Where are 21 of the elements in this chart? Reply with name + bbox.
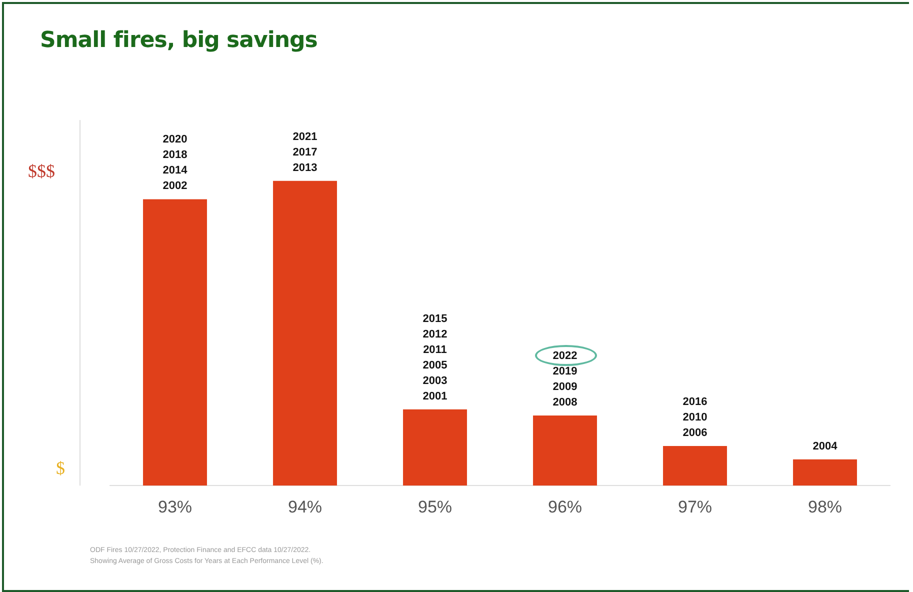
x-tick-label: 96%	[548, 497, 582, 516]
annotation: 2020 2018 2014 2002	[162, 134, 188, 192]
bar	[273, 180, 337, 486]
x-tick-label: 95%	[418, 497, 452, 516]
text: $	[56, 458, 65, 479]
bar	[663, 446, 727, 486]
bar	[793, 459, 857, 486]
annotation: 2015 2012 2011 2005 2003 2001	[422, 312, 448, 402]
bar	[533, 416, 597, 486]
annotation: 2016 2010 2006	[682, 396, 708, 439]
x-tick-label: 97%	[678, 497, 712, 516]
x-tick-label: 94%	[288, 497, 322, 516]
text: $$$	[28, 160, 55, 182]
annotation: 2022 2019 2009 2008	[552, 350, 578, 409]
annotation: 2004	[812, 440, 838, 452]
x-tick-label: 98%	[808, 497, 842, 516]
x-tick-label: 93%	[158, 497, 192, 516]
bar	[403, 409, 467, 486]
bar	[143, 199, 207, 486]
annotation: 2021 2017 2013	[292, 130, 318, 174]
chart-title: Small fires, big savings	[40, 28, 318, 53]
